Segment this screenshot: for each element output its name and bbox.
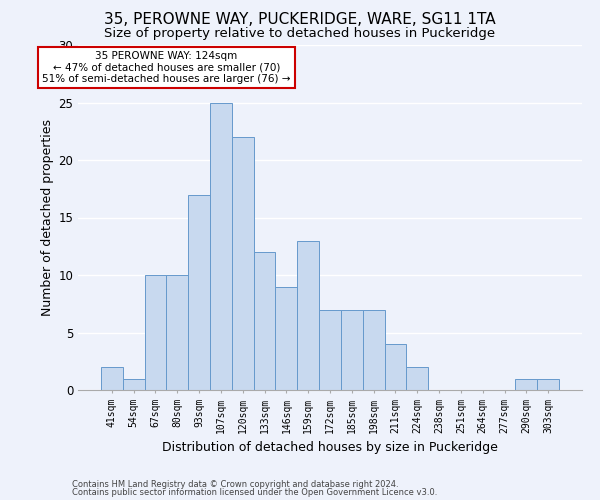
Bar (385, 344, 406, 390)
Text: Size of property relative to detached houses in Puckeridge: Size of property relative to detached ho… (104, 28, 496, 40)
Bar (123, 378, 145, 390)
Bar (363, 310, 385, 390)
X-axis label: Distribution of detached houses by size in Puckeridge: Distribution of detached houses by size … (162, 441, 498, 454)
Y-axis label: Number of detached properties: Number of detached properties (41, 119, 54, 316)
Text: 35 PEROWNE WAY: 124sqm
← 47% of detached houses are smaller (70)
51% of semi-det: 35 PEROWNE WAY: 124sqm ← 47% of detached… (42, 51, 290, 84)
Bar (319, 310, 341, 390)
Text: 35, PEROWNE WAY, PUCKERIDGE, WARE, SG11 1TA: 35, PEROWNE WAY, PUCKERIDGE, WARE, SG11 … (104, 12, 496, 28)
Bar (406, 367, 428, 390)
Bar (515, 378, 537, 390)
Bar (232, 137, 254, 390)
Bar (101, 367, 123, 390)
Text: Contains HM Land Registry data © Crown copyright and database right 2024.: Contains HM Land Registry data © Crown c… (72, 480, 398, 489)
Bar (537, 378, 559, 390)
Bar (145, 275, 166, 390)
Bar (275, 286, 297, 390)
Bar (166, 275, 188, 390)
Bar (210, 102, 232, 390)
Bar (341, 310, 363, 390)
Bar (254, 252, 275, 390)
Bar (297, 240, 319, 390)
Text: Contains public sector information licensed under the Open Government Licence v3: Contains public sector information licen… (72, 488, 437, 497)
Bar (188, 194, 210, 390)
